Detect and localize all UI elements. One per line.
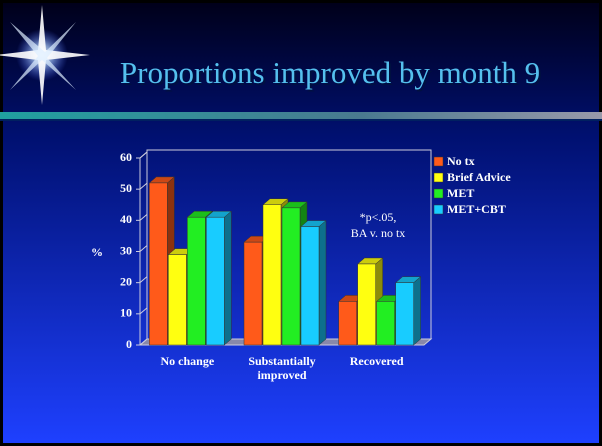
title-rule [0,112,602,121]
y-tick-label: 60 [120,150,132,164]
annotation: BA v. no tx [351,226,406,240]
legend-label: No tx [447,154,475,168]
title-shadow: Proportions improved by month 9 [122,57,542,92]
bar [149,182,168,346]
bar-side [224,210,232,346]
y-tick-depth [139,245,148,252]
x-tick-label: No change [160,354,215,368]
bar [187,216,206,346]
y-tick-label: 50 [120,181,132,195]
legend-label: MET [447,186,474,200]
bar [338,301,357,346]
bar [376,301,395,346]
y-tick-label: 30 [120,243,132,257]
y-tick-label: 40 [120,212,132,226]
legend-label: Brief Advice [447,170,511,184]
bar [395,282,414,346]
legend-swatch [433,188,444,199]
annotation: *p<.05, [360,210,397,224]
bar [357,263,376,346]
bar [281,207,301,346]
bar [243,241,263,346]
bar-side [413,276,421,346]
y-tick-depth [139,151,148,159]
y-tick-depth [139,276,148,284]
legend-swatch [433,156,444,167]
y-tick-depth [139,307,148,315]
y-tick-depth [139,213,148,221]
legend-label: MET+CBT [447,202,506,216]
bar-side [318,220,327,346]
y-tick-label: 0 [126,337,132,351]
y-tick-label: 20 [120,274,132,288]
title-rule-shadow [0,119,602,121]
y-axis-label: % [91,245,103,259]
bar [300,226,320,346]
x-tick-label: Substantially improved [248,354,316,382]
legend-swatch [433,204,444,215]
starburst [0,5,90,105]
x-tick-label: Recovered [349,354,404,368]
y-tick-depth [139,338,148,346]
bar [168,254,187,346]
bar [206,216,225,346]
y-tick-label: 10 [120,306,132,320]
chart-title: Proportions improved by month 9 [120,55,540,90]
legend-swatch [433,172,444,183]
bar [262,204,282,346]
y-tick-depth [139,182,148,190]
